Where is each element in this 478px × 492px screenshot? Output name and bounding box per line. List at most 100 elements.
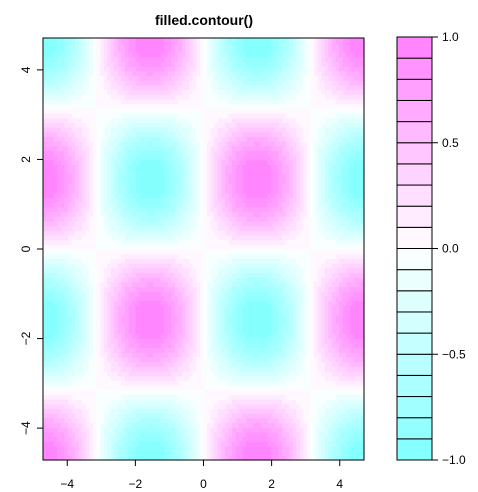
contour-cell [171,361,176,367]
contour-cell [67,75,73,81]
contour-cell [232,375,237,381]
contour-cell [178,324,183,330]
contour-cell [67,150,73,156]
contour-cell [171,258,176,264]
contour-cell [117,399,123,405]
contour-cell [78,103,83,109]
contour-cell [164,328,169,334]
contour-cell [71,127,76,133]
contour-cell [43,380,48,386]
contour-cell [100,84,105,91]
contour-cell [107,188,112,194]
contour-cell [142,427,148,433]
contour-cell [224,94,230,100]
contour-cell [64,206,69,213]
contour-cell [185,366,190,372]
contour-cell [100,141,105,147]
contour-cell [185,342,190,349]
contour-cell [96,56,101,63]
contour-cell [128,436,133,442]
contour-cell [132,450,137,456]
contour-cell [221,366,226,372]
contour-cell [214,164,219,170]
contour-cell [146,352,151,358]
contour-cell [67,342,73,349]
contour-cell [171,75,176,81]
contour-cell [46,202,51,208]
contour-cell [135,375,140,381]
contour-cell [160,263,165,269]
contour-cell [53,258,58,264]
contour-cell [192,188,197,194]
contour-cell [167,98,172,105]
contour-cell [189,178,194,184]
contour-cell [125,84,130,91]
contour-cell [96,281,101,288]
contour-cell [174,356,180,363]
contour-cell [146,366,151,372]
contour-cell [67,216,73,222]
contour-cell [121,122,126,128]
contour-cell [207,314,212,320]
contour-cell [174,347,180,353]
contour-cell [153,309,158,316]
contour-cell [221,361,226,367]
contour-cell [71,286,76,292]
contour-cell [153,230,158,236]
contour-cell [92,70,98,77]
contour-cell [199,431,205,438]
contour-cell [203,113,208,119]
contour-cell [167,141,172,147]
contour-cell [60,141,65,147]
contour-cell [228,342,233,349]
contour-cell [174,408,180,414]
contour-cell [221,422,226,428]
contour-cell [196,295,201,302]
contour-cell [114,127,119,133]
contour-cell [125,309,130,316]
contour-cell [110,145,115,152]
contour-cell [85,370,90,377]
contour-cell [135,333,140,339]
contour-cell [210,445,215,452]
contour-cell [232,370,237,377]
contour-cell [146,159,151,166]
contour-cell [232,150,237,156]
contour-cell [214,272,219,278]
contour-cell [203,361,208,367]
contour-cell [171,333,176,339]
contour-cell [150,328,155,334]
contour-cell [114,305,119,311]
contour-cell [221,80,226,86]
contour-cell [221,159,226,166]
contour-cell [132,188,137,194]
contour-cell [192,272,197,278]
contour-cell [75,281,80,288]
contour-cell [171,356,176,363]
contour-cell [157,309,162,316]
contour-cell [71,89,76,95]
contour-cell [160,94,165,100]
contour-cell [214,375,219,381]
contour-cell [117,342,123,349]
contour-cell [146,281,151,288]
contour-cell [107,413,112,419]
contour-cell [157,178,162,184]
contour-cell [189,159,194,166]
contour-cell [89,286,94,292]
contour-cell [121,103,126,109]
contour-cell [53,389,58,395]
contour-cell [214,328,219,334]
contour-cell [150,427,155,433]
contour-cell [107,225,112,231]
contour-cell [192,361,197,367]
contour-cell [192,403,197,410]
contour-cell [203,197,208,203]
contour-cell [207,216,212,222]
contour-cell [96,295,101,302]
contour-cell [224,427,230,433]
contour-cell [64,291,69,297]
contour-cell [57,188,62,194]
contour-cell [157,427,162,433]
contour-cell [221,314,226,320]
